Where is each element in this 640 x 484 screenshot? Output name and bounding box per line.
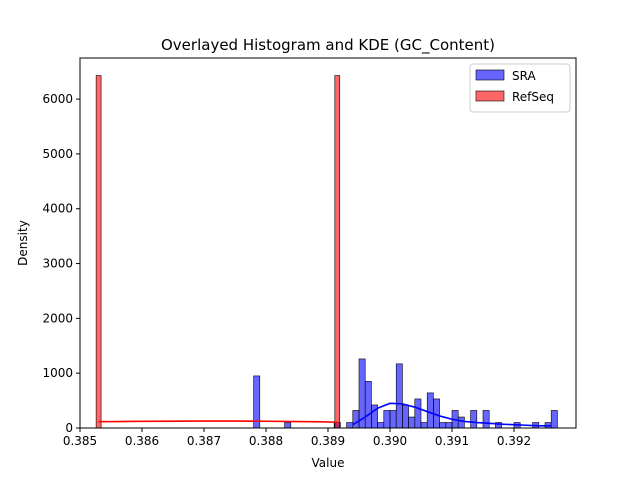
y-tick-label: 1000	[42, 366, 73, 380]
histogram-bar-sra	[420, 422, 428, 429]
legend-swatch-refseq	[475, 90, 505, 102]
y-tick-label: 0	[65, 421, 73, 435]
histogram-bar-sra	[457, 416, 465, 429]
x-tick-label: 0.385	[63, 434, 97, 448]
chart-title: Overlayed Histogram and KDE (GC_Content)	[161, 36, 495, 55]
x-tick-label: 0.387	[187, 434, 221, 448]
histogram-bar-sra	[482, 410, 490, 429]
x-tick-label: 0.388	[249, 434, 283, 448]
histogram-bar-sra	[383, 410, 391, 429]
histogram-bar-sra	[402, 404, 409, 429]
histogram-bar-sra	[426, 392, 434, 429]
y-axis-ticks: 0 1000 2000 3000 4000 5000 6000	[42, 92, 80, 435]
histogram-bar-sra	[377, 422, 385, 429]
y-tick-label: 4000	[42, 202, 73, 216]
y-tick-label: 3000	[42, 257, 73, 271]
histogram-bar-refseq	[334, 75, 341, 429]
histogram-bar-sra	[284, 422, 292, 429]
histogram-bar-sra	[352, 410, 360, 429]
x-tick-label: 0.392	[497, 434, 531, 448]
y-tick-label: 2000	[42, 311, 73, 325]
legend-label-refseq: RefSeq	[512, 90, 554, 104]
histogram-bar-sra	[439, 422, 447, 429]
histogram-bar-sra	[408, 416, 416, 429]
legend: SRA RefSeq	[469, 63, 571, 113]
x-tick-label: 0.386	[125, 434, 159, 448]
x-tick-label: 0.391	[435, 434, 469, 448]
kde-line-sra	[352, 402, 552, 427]
histogram-bar-sra	[395, 363, 403, 429]
y-tick-label: 6000	[42, 92, 73, 106]
x-axis-label: Value	[312, 456, 345, 470]
kde-layer	[98, 402, 552, 427]
histogram-bar-sra	[364, 381, 372, 429]
x-tick-label: 0.389	[311, 434, 345, 448]
histogram-bar-sra	[346, 422, 354, 429]
kde-line-refseq	[98, 420, 338, 424]
x-axis-ticks: 0.385 0.386 0.387 0.388 0.389 0.390 0.391 0.392	[63, 428, 531, 448]
histogram-bar-sra	[445, 422, 453, 429]
x-tick-label: 0.390	[373, 434, 407, 448]
histogram-bar-sra	[389, 410, 397, 429]
legend-label-sra: SRA	[512, 69, 536, 83]
histogram-bar-sra	[470, 410, 478, 429]
y-tick-label: 5000	[42, 147, 73, 161]
histogram-bar-sra	[414, 398, 422, 429]
histogram-bar-sra	[253, 375, 261, 429]
legend-swatch-sra	[475, 69, 505, 81]
y-axis-label: Density	[16, 220, 30, 266]
histogram-bar-refseq	[95, 75, 102, 429]
histogram-bar-sra	[550, 410, 558, 429]
